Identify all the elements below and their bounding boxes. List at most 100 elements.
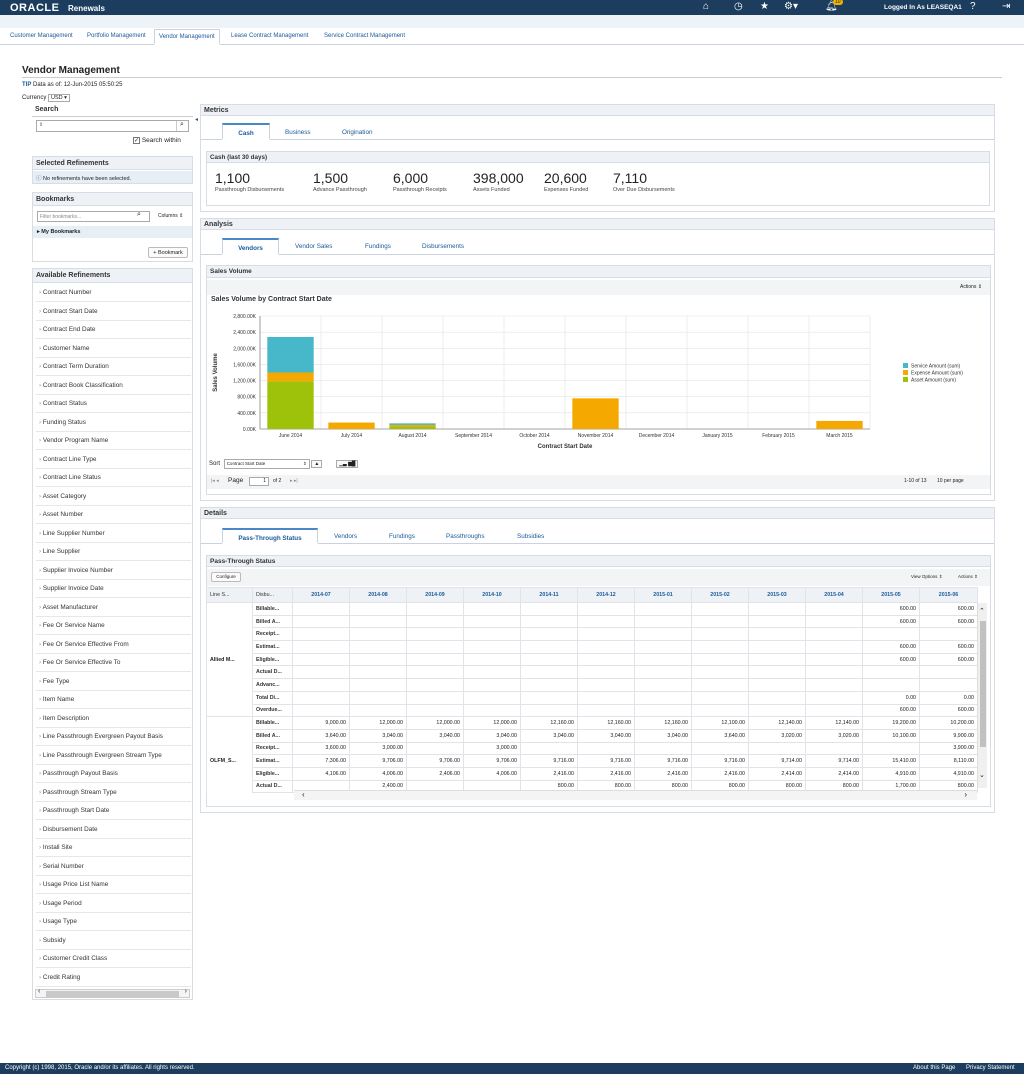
column-header[interactable]: 2015-06 <box>919 587 978 603</box>
table-scroll-left-icon[interactable]: ‹ <box>302 790 305 799</box>
details-tab-subsidies[interactable]: Subsidies <box>517 533 545 540</box>
column-header[interactable]: 2015-04 <box>805 587 863 603</box>
refinement-item[interactable]: Item Description <box>36 710 191 728</box>
bookmark-search-icon[interactable]: ⌕ <box>137 211 141 218</box>
metrics-tab-origination[interactable]: Origination <box>342 129 373 136</box>
analysis-tab-vendors[interactable]: Vendors <box>222 238 279 255</box>
next-last-icon[interactable]: ▸ ▸| <box>290 478 298 484</box>
refinement-item[interactable]: Credit Rating <box>36 969 191 987</box>
chart-actions-menu[interactable]: Actions ⇕ <box>960 284 982 290</box>
clock-icon[interactable]: ◷ <box>734 1 743 12</box>
analysis-tab-disbursements[interactable]: Disbursements <box>422 243 464 250</box>
tab-lease-contract-management[interactable]: Lease Contract Management <box>231 33 309 39</box>
details-tab-vendors[interactable]: Vendors <box>334 533 358 540</box>
metric-value[interactable]: 6,000 <box>393 170 429 186</box>
refinement-item[interactable]: Contract Line Status <box>36 469 191 487</box>
refinement-item[interactable]: Line Passthrough Evergreen Payout Basis <box>36 728 191 746</box>
tab-customer-management[interactable]: Customer Management <box>10 33 73 39</box>
refinement-item[interactable]: Contract End Date <box>36 321 191 339</box>
refinement-item[interactable]: Contract Line Type <box>36 451 191 469</box>
page-input[interactable]: 1 <box>249 477 269 486</box>
my-bookmarks-row[interactable]: ▸ My Bookmarks <box>33 226 192 238</box>
refinement-item[interactable]: Supplier Invoice Number <box>36 562 191 580</box>
refinement-item[interactable]: Line Supplier <box>36 543 191 561</box>
metrics-tab-cash[interactable]: Cash <box>222 123 270 140</box>
tab-vendor-management[interactable]: Vendor Management <box>154 29 220 45</box>
favorites-star-icon[interactable]: ★ <box>760 1 769 12</box>
per-page-select[interactable]: 10 per page <box>937 478 964 484</box>
refinement-item[interactable]: Customer Credit Class <box>36 950 191 968</box>
analysis-tab-fundings[interactable]: Fundings <box>365 243 391 250</box>
tab-portfolio-management[interactable]: Portfolio Management <box>87 33 146 39</box>
chart-type-icons[interactable]: ▁▃ ▆█ <box>335 460 359 468</box>
metric-value[interactable]: 1,500 <box>313 170 349 186</box>
column-header[interactable]: 2014-11 <box>520 587 578 603</box>
bookmark-filter-input[interactable]: Filter bookmarks... <box>37 211 150 222</box>
refinement-item[interactable]: Contract Status <box>36 395 191 413</box>
table-actions-menu[interactable]: Actions ⇕ <box>958 574 978 579</box>
table-v-scrollbar[interactable]: ⌃ ⌄ <box>977 603 987 788</box>
column-header[interactable]: 2015-03 <box>748 587 806 603</box>
about-page-link[interactable]: About this Page <box>913 1065 956 1071</box>
notifications-bell-icon[interactable]: 🔔︎ <box>825 1 838 12</box>
search-icon[interactable]: ⌕ <box>176 121 187 131</box>
metric-value[interactable]: 398,000 <box>473 170 524 186</box>
refinement-item[interactable]: Fee Or Service Name <box>36 617 191 635</box>
refinement-item[interactable]: Passthrough Start Date <box>36 802 191 820</box>
table-h-scrollbar[interactable]: ‹ › <box>294 790 977 800</box>
refinement-item[interactable]: Usage Price List Name <box>36 876 191 894</box>
refinements-h-scrollbar[interactable]: ‹ › <box>35 988 190 998</box>
column-header[interactable]: 2014-10 <box>463 587 521 603</box>
metric-value[interactable]: 20,600 <box>544 170 587 186</box>
column-header[interactable]: 2014-07 <box>292 587 350 603</box>
refinement-item[interactable]: Vendor Program Name <box>36 432 191 450</box>
column-header[interactable]: 2015-01 <box>634 587 692 603</box>
search-input[interactable]: ⇕ ⌕ <box>36 120 189 132</box>
scroll-down-icon[interactable]: ⌄ <box>979 772 985 779</box>
table-scroll-right-icon[interactable]: › <box>964 790 967 799</box>
refinement-item[interactable]: Fee Or Service Effective To <box>36 654 191 672</box>
refinement-item[interactable]: Contract Term Duration <box>36 358 191 376</box>
privacy-statement-link[interactable]: Privacy Statement <box>966 1065 1015 1071</box>
sort-select[interactable]: Contract Start Date ⇕ <box>223 459 310 469</box>
refinement-item[interactable]: Customer Name <box>36 340 191 358</box>
search-within-checkbox[interactable]: ✓ <box>133 137 140 144</box>
refinement-item[interactable]: Disbursement Date <box>36 821 191 839</box>
column-header[interactable]: 2015-05 <box>862 587 920 603</box>
refinement-item[interactable]: Passthrough Payout Basis <box>36 765 191 783</box>
column-header-sortable[interactable]: Line S... <box>206 587 253 603</box>
collapse-left-icon[interactable]: ◂ <box>195 117 199 123</box>
metric-value[interactable]: 1,100 <box>215 170 251 186</box>
metrics-tab-business[interactable]: Business <box>285 129 311 136</box>
column-header[interactable]: 2015-02 <box>691 587 749 603</box>
columns-button[interactable]: Columns ⇕ <box>158 213 184 219</box>
refinement-item[interactable]: Asset Manufacturer <box>36 599 191 617</box>
gear-icon[interactable]: ⚙▾ <box>784 1 798 12</box>
refinement-item[interactable]: Line Passthrough Evergreen Stream Type <box>36 747 191 765</box>
refinement-item[interactable]: Install Site <box>36 839 191 857</box>
details-tab-fundings[interactable]: Fundings <box>389 533 415 540</box>
refinement-item[interactable]: Contract Book Classification <box>36 377 191 395</box>
currency-select[interactable]: USD ▾ <box>48 94 70 102</box>
view-options-menu[interactable]: View Options ⇕ <box>911 574 943 579</box>
analysis-tab-vendor-sales[interactable]: Vendor Sales <box>295 243 333 250</box>
scroll-up-icon[interactable]: ⌃ <box>979 608 985 615</box>
sort-ascending-icon[interactable]: ▲ <box>311 460 323 468</box>
logout-icon[interactable]: ⇥ <box>1002 1 1011 12</box>
column-header[interactable]: 2014-12 <box>577 587 635 603</box>
help-icon[interactable]: ? <box>970 1 976 12</box>
refinement-item[interactable]: Fee Or Service Effective From <box>36 636 191 654</box>
scroll-right-icon[interactable]: › <box>184 988 187 995</box>
refinement-item[interactable]: Fee Type <box>36 673 191 691</box>
details-tab-passthroughs[interactable]: Passthroughs <box>446 533 485 540</box>
first-prev-icon[interactable]: |◂ ◂ <box>211 478 219 484</box>
refinement-item[interactable]: Supplier Invoice Date <box>36 580 191 598</box>
metric-value[interactable]: 7,110 <box>613 170 647 186</box>
refinement-item[interactable]: Passthrough Stream Type <box>36 784 191 802</box>
refinement-item[interactable]: Asset Category <box>36 488 191 506</box>
refinement-item[interactable]: Asset Number <box>36 506 191 524</box>
search-within[interactable]: ✓ Search within <box>133 137 181 144</box>
refinement-item[interactable]: Contract Start Date <box>36 303 191 321</box>
column-header[interactable]: 2014-09 <box>406 587 464 603</box>
add-bookmark-button[interactable]: + Bookmark <box>148 247 188 258</box>
